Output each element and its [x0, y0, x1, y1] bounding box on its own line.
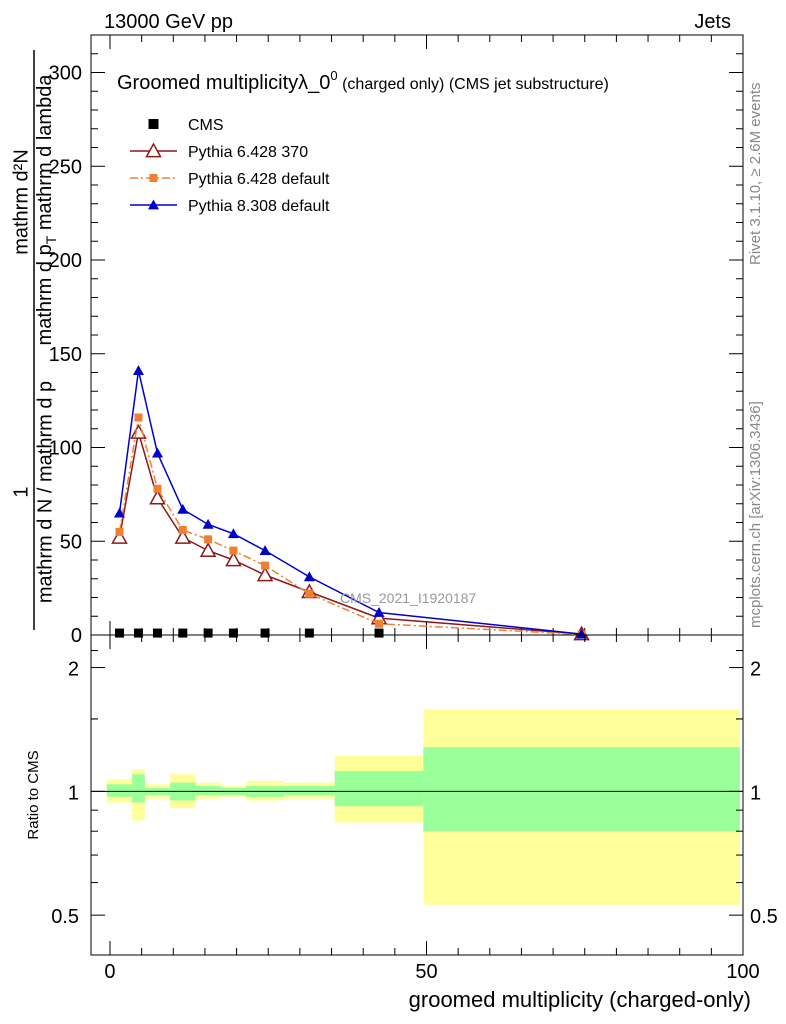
uncertainty-band-inner [195, 786, 221, 795]
data-point [149, 489, 166, 505]
x-tick-label: 100 [726, 961, 759, 983]
series-line [118, 417, 582, 636]
ylabel-numerator-1: 1 [10, 486, 32, 497]
main-y-axis-label: 1 mathrm d N / mathrm d p mathrm d²N mat… [10, 50, 59, 630]
data-point [114, 628, 124, 638]
ratio-y-axis-label: Ratio to CMS [25, 750, 42, 839]
data-point [375, 619, 384, 628]
data-point [153, 484, 162, 493]
data-point [177, 503, 189, 514]
main-panel: 0 50 100 150 200 250 300 [49, 34, 744, 647]
data-point [151, 447, 163, 458]
data-point [229, 546, 238, 555]
energy-label: 13000 GeV pp [104, 11, 233, 33]
legend-marker [145, 142, 162, 158]
legend-marker [148, 199, 159, 210]
ylabel-den2-sub: T [43, 235, 59, 244]
ratio-y-tick-label-left: 0.5 [51, 906, 79, 928]
data-point [174, 528, 192, 544]
ratio-y-tick-label-left: 1 [68, 782, 79, 804]
ratio-panel: 0.5 0.5 1 1 2 2 0 50 100 [51, 635, 778, 983]
series-line [118, 370, 582, 635]
legend-entry-label: Pythia 8.308 default [188, 198, 330, 215]
data-point [305, 589, 314, 598]
ylabel-den2-rest: mathrm d lambda [34, 74, 56, 236]
data-point [259, 545, 271, 556]
data-point [134, 413, 143, 422]
ratio-y-tick-label-right: 1 [750, 782, 761, 804]
legend-entry-label: Pythia 6.428 default [188, 171, 330, 188]
y-tick-label: 250 [49, 156, 82, 178]
uncertainty-band-inner [106, 784, 133, 797]
y-tick-label: 0 [71, 625, 82, 647]
y-tick-label: 50 [60, 531, 82, 553]
plot-title-main: Groomed multiplicityλ_0 [117, 72, 330, 94]
legend-entry-label: CMS [188, 117, 224, 134]
ylabel-den2-main: mathrm d p [34, 244, 56, 345]
ratio-panel-frame [90, 634, 744, 956]
data-point [178, 526, 187, 534]
plot-title-superscript: 0 [330, 68, 337, 83]
data-point [225, 551, 242, 567]
ratio-y-tick-label-left: 2 [68, 659, 79, 681]
ylabel-numerator-2: mathrm d²N [10, 149, 32, 255]
uncertainty-band-inner [423, 747, 740, 832]
mcplots-label: mcplots.cern.ch [arXiv:1306.3436] [747, 401, 764, 628]
uncertainty-band-inner [132, 774, 145, 803]
y-tick-label: 300 [49, 63, 82, 85]
y-tick-label: 200 [49, 250, 82, 272]
y-tick-label: 150 [49, 344, 82, 366]
data-point [260, 628, 270, 638]
category-label: Jets [694, 11, 731, 33]
analysis-watermark: CMS_2021_I1920187 [340, 590, 476, 606]
plot-title-rest: (charged only) (CMS jet substructure) [338, 76, 609, 93]
plot-title: Groomed multiplicityλ_00 (charged only) … [117, 68, 609, 94]
legend-entry-label: Pythia 6.428 370 [188, 144, 308, 161]
ylabel-denominator-1: mathrm d N / mathrm d p [34, 381, 56, 603]
data-point [303, 571, 315, 582]
rivet-label: Rivet 3.1.10, ≥ 2.6M events [747, 83, 764, 266]
series-0 [114, 628, 384, 638]
ratio-y-tick-label-right: 2 [750, 659, 761, 681]
data-point [152, 628, 162, 638]
data-point [261, 561, 270, 570]
data-point [256, 566, 274, 582]
uncertainty-band-inner [334, 771, 424, 807]
data-point [374, 628, 384, 638]
series-line [118, 432, 582, 635]
data-point [304, 628, 314, 638]
data-point [227, 528, 239, 539]
data-point [178, 628, 188, 638]
ylabel-denominator-2: mathrm d pT mathrm d lambda [34, 74, 58, 346]
data-point [373, 607, 385, 617]
data-point [111, 528, 128, 544]
data-point [115, 527, 124, 536]
data-point [203, 628, 213, 638]
x-axis-label: groomed multiplicity (charged-only) [409, 987, 751, 1012]
legend: CMS Pythia 6.428 370 Pythia 6.428 default P… [130, 117, 330, 215]
uncertainty-band-inner [284, 786, 335, 795]
x-tick-label: 50 [415, 961, 437, 983]
data-point [199, 542, 217, 557]
data-point [202, 518, 214, 529]
data-point [132, 365, 144, 376]
data-point [113, 507, 125, 518]
data-point [204, 535, 213, 544]
y-tick-label: 100 [49, 438, 82, 460]
legend-marker [148, 119, 159, 129]
data-point [133, 628, 143, 638]
legend-marker [149, 174, 158, 182]
x-tick-label: 0 [104, 961, 115, 983]
ratio-y-tick-label-right: 0.5 [750, 906, 778, 928]
series-2 [115, 413, 586, 639]
data-point [228, 628, 238, 638]
